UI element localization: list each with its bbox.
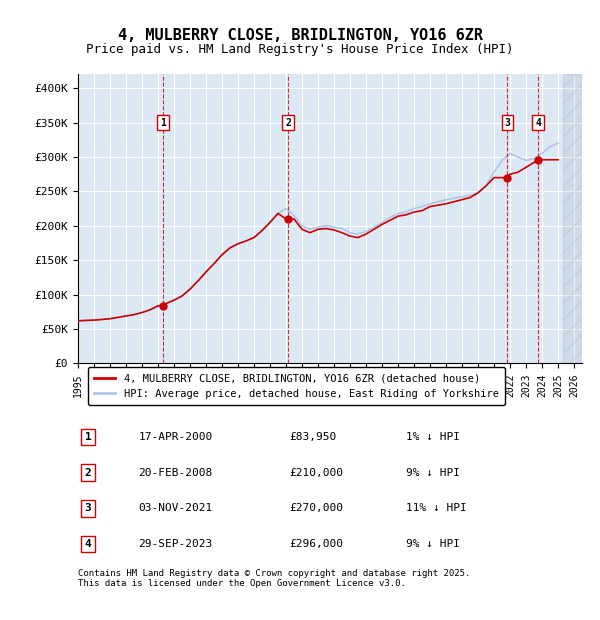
Legend: 4, MULBERRY CLOSE, BRIDLINGTON, YO16 6ZR (detached house), HPI: Average price, d: 4, MULBERRY CLOSE, BRIDLINGTON, YO16 6ZR… <box>88 367 505 405</box>
Text: 2: 2 <box>285 118 291 128</box>
Text: 4, MULBERRY CLOSE, BRIDLINGTON, YO16 6ZR: 4, MULBERRY CLOSE, BRIDLINGTON, YO16 6ZR <box>118 28 482 43</box>
Text: 4: 4 <box>535 118 541 128</box>
Bar <box>563 74 582 363</box>
Text: £83,950: £83,950 <box>290 432 337 442</box>
Text: £296,000: £296,000 <box>290 539 344 549</box>
Text: 3: 3 <box>85 503 91 513</box>
Text: 1: 1 <box>85 432 91 442</box>
Text: 20-FEB-2008: 20-FEB-2008 <box>139 467 213 477</box>
Text: 17-APR-2000: 17-APR-2000 <box>139 432 213 442</box>
Text: 9% ↓ HPI: 9% ↓ HPI <box>406 467 460 477</box>
Text: Price paid vs. HM Land Registry's House Price Index (HPI): Price paid vs. HM Land Registry's House … <box>86 43 514 56</box>
Text: £210,000: £210,000 <box>290 467 344 477</box>
Text: 29-SEP-2023: 29-SEP-2023 <box>139 539 213 549</box>
Text: 4: 4 <box>85 539 91 549</box>
Text: Contains HM Land Registry data © Crown copyright and database right 2025.
This d: Contains HM Land Registry data © Crown c… <box>78 569 470 588</box>
Text: 3: 3 <box>505 118 511 128</box>
Text: 03-NOV-2021: 03-NOV-2021 <box>139 503 213 513</box>
Text: 11% ↓ HPI: 11% ↓ HPI <box>406 503 466 513</box>
Text: 1% ↓ HPI: 1% ↓ HPI <box>406 432 460 442</box>
Text: 2: 2 <box>85 467 91 477</box>
Text: 1: 1 <box>160 118 166 128</box>
Text: £270,000: £270,000 <box>290 503 344 513</box>
Text: 9% ↓ HPI: 9% ↓ HPI <box>406 539 460 549</box>
